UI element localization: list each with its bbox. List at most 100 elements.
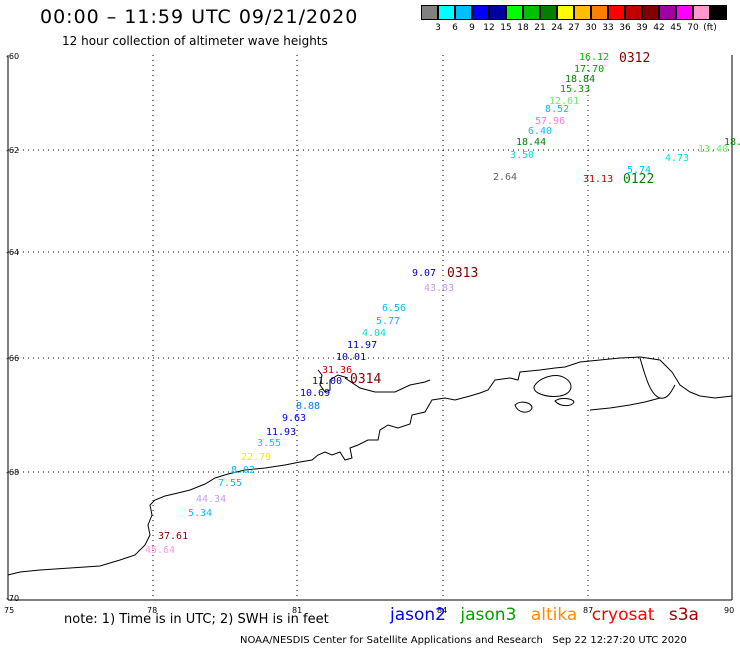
wave-height-value: 15.33 bbox=[560, 84, 591, 95]
wave-height-value: 2.64 bbox=[493, 172, 518, 183]
pass-time: 0314 bbox=[350, 372, 382, 387]
color-scale-label: 3 bbox=[435, 23, 441, 33]
pass-time: 0313 bbox=[447, 266, 479, 281]
color-scale-label: 18 bbox=[517, 23, 529, 33]
wave-height-value: 8.02 bbox=[231, 465, 256, 476]
wave-height-value: 10.69 bbox=[300, 388, 331, 399]
satellite-jason2: jason2 bbox=[390, 605, 446, 625]
color-scale-label: 12 bbox=[483, 23, 495, 33]
satellite-cryosat: cryosat bbox=[591, 605, 655, 625]
wave-height-value: 31.36 bbox=[322, 365, 353, 376]
wave-height-value: 31.13 bbox=[583, 174, 614, 185]
lat-label: -66 bbox=[6, 354, 20, 363]
wave-height-value: 9.07 bbox=[412, 268, 437, 279]
wave-height-value: 6.56 bbox=[382, 303, 407, 314]
lon-label: 90 bbox=[724, 606, 735, 615]
pass-time: 0122 bbox=[623, 172, 655, 187]
color-swatch bbox=[489, 5, 506, 20]
wave-height-value: 13.40 bbox=[698, 144, 729, 155]
page-subtitle: 12 hour collection of altimeter wave hei… bbox=[62, 34, 328, 48]
color-scale-label: 30 bbox=[585, 23, 597, 33]
wave-height-value: 3.55 bbox=[257, 438, 282, 449]
color-scale-label: 27 bbox=[568, 23, 580, 33]
wave-height-value: 16.12 bbox=[579, 52, 610, 63]
color-scale-label: 6 bbox=[452, 23, 458, 33]
color-swatch bbox=[591, 5, 608, 20]
wave-height-value: 4.04 bbox=[362, 328, 387, 339]
satellite-legend: jason2 jason3 altika cryosat s3a bbox=[390, 605, 708, 625]
lon-label: 87 bbox=[583, 606, 594, 615]
color-swatch bbox=[421, 5, 438, 20]
satellite-s3a: s3a bbox=[668, 605, 699, 625]
page-title: 00:00 – 11:59 UTC 09/21/2020 bbox=[40, 6, 359, 28]
wave-height-value: 10.01 bbox=[336, 352, 367, 363]
wave-height-value: 11.93 bbox=[266, 427, 297, 438]
color-swatch bbox=[574, 5, 591, 20]
color-swatch bbox=[523, 5, 540, 20]
color-swatch bbox=[608, 5, 625, 20]
credit-text: NOAA/NESDIS Center for Satellite Applica… bbox=[240, 635, 543, 646]
color-scale-label: 33 bbox=[602, 23, 614, 33]
lon-label: 78 bbox=[147, 606, 158, 615]
color-scale-label: 70 bbox=[687, 23, 699, 33]
wave-height-value: 45.64 bbox=[145, 545, 176, 556]
credit-line: NOAA/NESDIS Center for Satellite Applica… bbox=[240, 635, 687, 646]
wave-height-value: 6.40 bbox=[528, 126, 553, 137]
color-scale-label: 15 bbox=[500, 23, 512, 33]
wave-height-value: 5.34 bbox=[188, 508, 213, 519]
wave-height-value: 9.63 bbox=[282, 413, 307, 424]
color-swatch bbox=[676, 5, 693, 20]
lon-label: 81 bbox=[292, 606, 303, 615]
color-swatch bbox=[625, 5, 642, 20]
lon-label: 84 bbox=[437, 606, 448, 615]
wave-height-value: 5.77 bbox=[376, 316, 401, 327]
pass-time: 0312 bbox=[619, 51, 651, 66]
lat-label: -60 bbox=[6, 52, 20, 61]
lon-label: 75 bbox=[4, 606, 15, 615]
wave-height-value: 22.79 bbox=[241, 452, 272, 463]
lat-label: -70 bbox=[6, 594, 20, 603]
lat-label: -64 bbox=[6, 248, 20, 257]
color-swatch bbox=[472, 5, 489, 20]
color-swatch bbox=[506, 5, 523, 20]
color-swatch bbox=[710, 5, 727, 20]
coastline bbox=[7, 356, 733, 576]
color-swatch bbox=[438, 5, 455, 20]
color-scale-label: 42 bbox=[653, 23, 665, 33]
wave-height-value: 18.84 bbox=[565, 74, 596, 85]
wave-height-value: 11.00 bbox=[312, 376, 343, 387]
color-scale-label: (ft) bbox=[703, 23, 717, 33]
wave-height-value: 12.61 bbox=[549, 96, 580, 107]
lat-label: -68 bbox=[6, 468, 20, 477]
wave-height-value: 18. bbox=[724, 137, 740, 148]
color-scale-label: 36 bbox=[619, 23, 631, 33]
color-swatch bbox=[693, 5, 710, 20]
wave-height-value: 43.83 bbox=[424, 283, 455, 294]
grid-lines bbox=[8, 55, 732, 600]
timestamp: Sep 22 12:27:20 UTC 2020 bbox=[552, 635, 687, 646]
wave-height-value: 11.97 bbox=[347, 340, 378, 351]
satellite-jason3: jason3 bbox=[460, 605, 517, 625]
wave-height-value: 37.61 bbox=[158, 531, 189, 542]
wave-height-value: 18.44 bbox=[516, 137, 547, 148]
wave-height-value: 44.34 bbox=[196, 494, 227, 505]
wave-height-value: 17.70 bbox=[574, 64, 605, 75]
color-swatch bbox=[659, 5, 676, 20]
satellite-altika: altika bbox=[530, 605, 578, 625]
color-swatch bbox=[540, 5, 557, 20]
wave-height-value: 8.52 bbox=[545, 104, 570, 115]
color-scale-label: 24 bbox=[551, 23, 563, 33]
wave-height-value: 7.55 bbox=[218, 478, 243, 489]
wave-height-value: 4.73 bbox=[665, 153, 690, 164]
color-swatch bbox=[557, 5, 574, 20]
wave-height-value: 5.74 bbox=[627, 165, 652, 176]
color-scale-label: 39 bbox=[636, 23, 648, 33]
wave-height-value: 3.50 bbox=[510, 150, 535, 161]
lat-label: -62 bbox=[6, 146, 20, 155]
color-swatch bbox=[642, 5, 659, 20]
color-scale-label: 9 bbox=[469, 23, 475, 33]
color-scale-label: 21 bbox=[534, 23, 546, 33]
color-swatch bbox=[455, 5, 472, 20]
wave-height-value: 8.88 bbox=[296, 401, 321, 412]
